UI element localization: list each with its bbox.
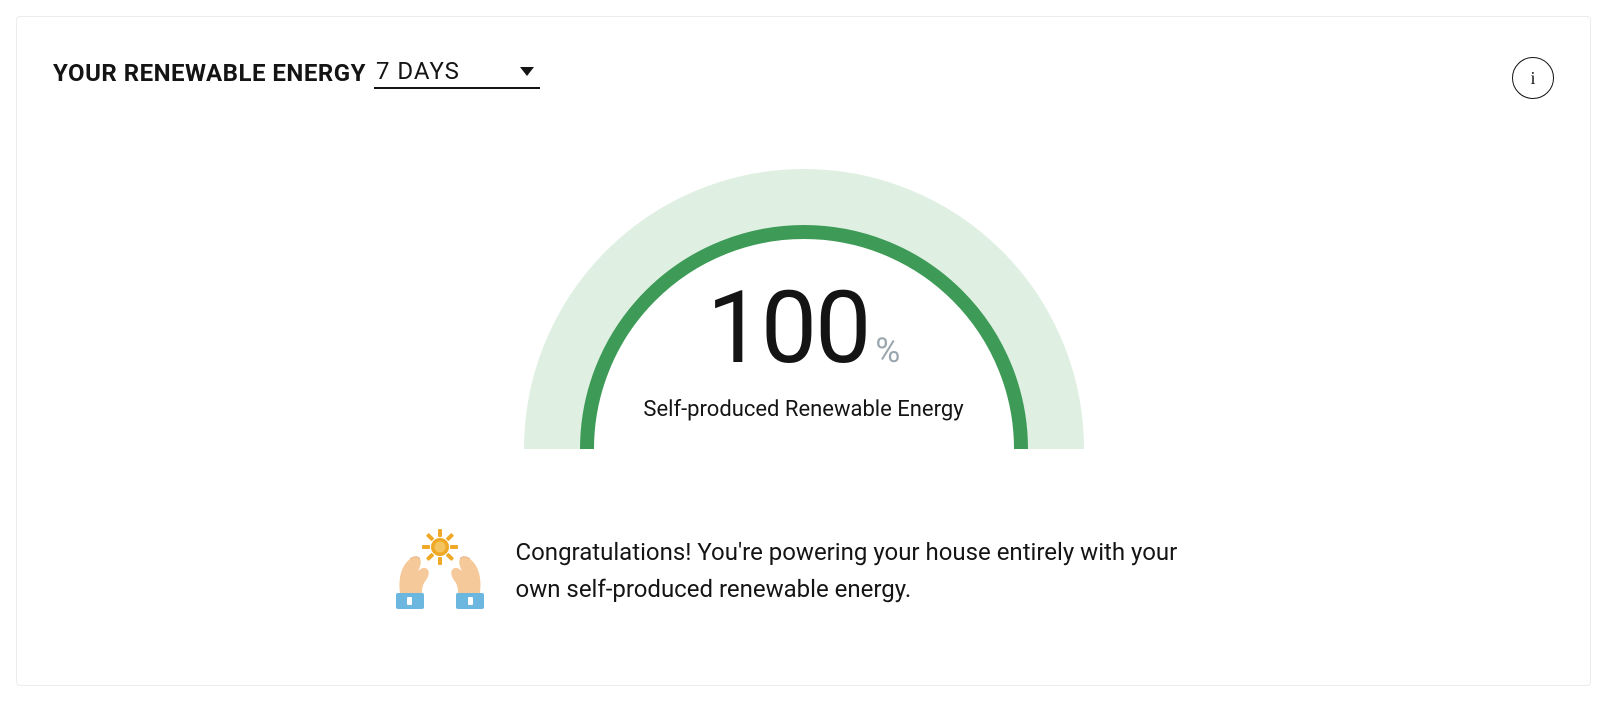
renewable-gauge: 100 % Self-produced Renewable Energy [524,169,1084,449]
card-title: YOUR RENEWABLE ENERGY [53,59,366,87]
hands-sun-icon [392,525,488,617]
congrats-row: Congratulations! You're powering your ho… [392,525,1216,617]
congrats-text: Congratulations! You're powering your ho… [516,534,1216,608]
info-button[interactable]: i [1512,57,1554,99]
gauge-caption: Self-produced Renewable Energy [524,397,1084,422]
chevron-down-icon [520,67,534,76]
gauge-percent-symbol: % [875,331,900,371]
gauge-section: 100 % Self-produced Renewable Energy [53,169,1554,617]
renewable-energy-card: YOUR RENEWABLE ENERGY 7 DAYS i 100 % Sel… [16,16,1591,686]
gauge-center: 100 % Self-produced Renewable Energy [524,279,1084,422]
period-select-label: 7 DAYS [376,57,460,85]
gauge-value: 100 [707,279,870,379]
info-icon: i [1530,68,1535,89]
period-select[interactable]: 7 DAYS [374,57,540,89]
card-header: YOUR RENEWABLE ENERGY 7 DAYS [53,57,1554,89]
